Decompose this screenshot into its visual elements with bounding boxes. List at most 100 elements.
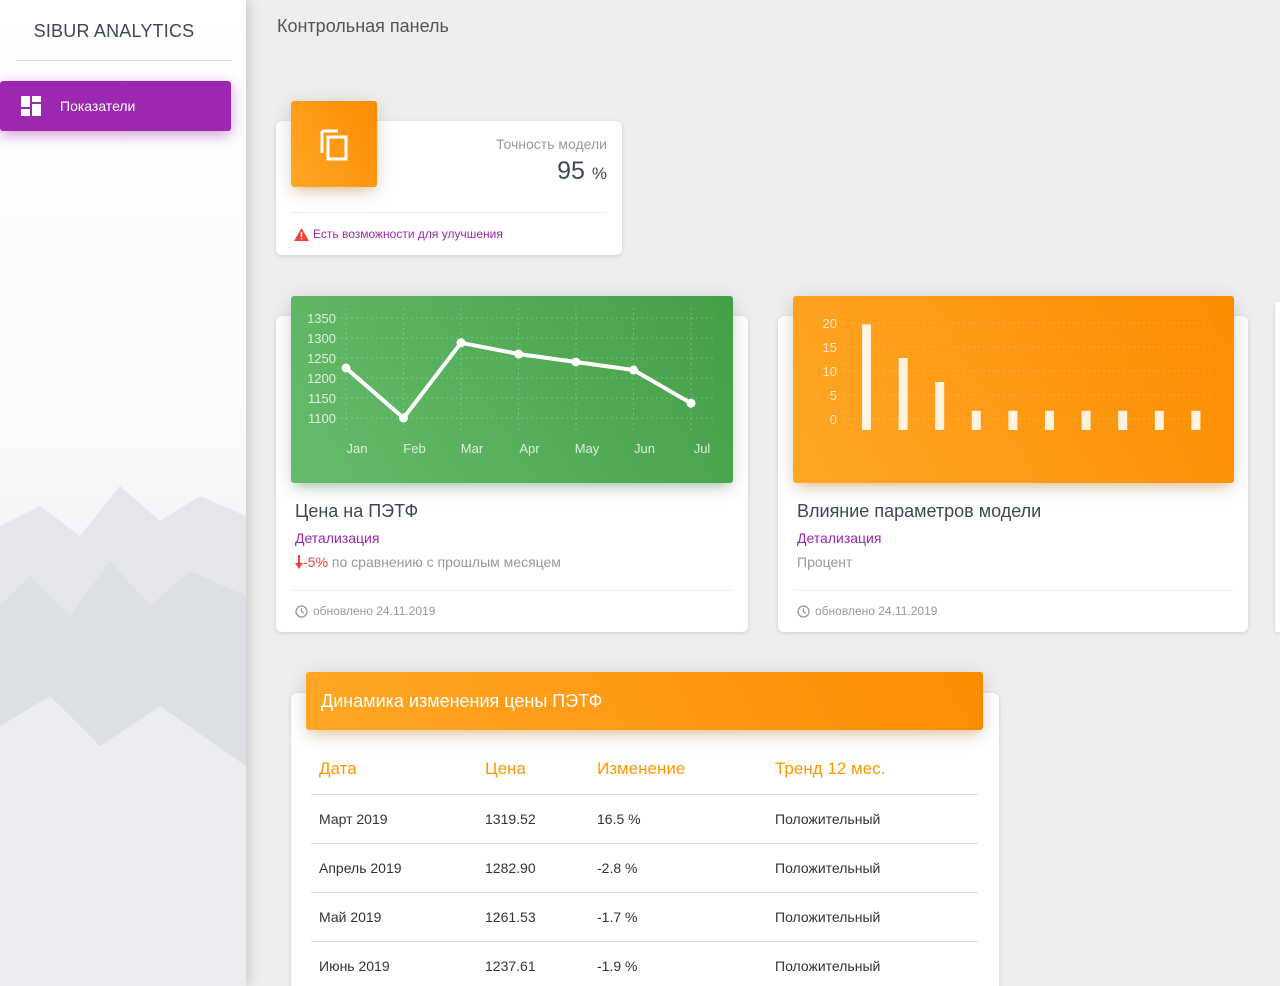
table-row: Март 2019 1319.52 16.5 % Положительный [311, 794, 978, 844]
table-cell: -1.9 % [589, 941, 767, 986]
sidebar-background-image [0, 486, 246, 986]
page-title[interactable]: Контрольная панель [277, 16, 449, 36]
y-tick-label: 15 [823, 340, 837, 355]
price-change-value: -5% [303, 554, 328, 570]
bar [898, 358, 908, 430]
table-cell: Положительный [767, 892, 978, 942]
price-updated-text: обновлено 24.11.2019 [313, 604, 436, 618]
arrow-down-icon [295, 555, 303, 569]
stat-value: 95 % [557, 157, 607, 186]
bar [1081, 410, 1091, 430]
warning-icon [294, 227, 309, 241]
copy-icon [320, 129, 348, 161]
params-subtitle: Процент [797, 554, 853, 570]
table-header-row: Дата Цена Изменение Тренд 12 мес. [311, 745, 978, 795]
table-cell: Май 2019 [311, 892, 477, 942]
table-row: Апрель 2019 1282.90 -2.8 % Положительный [311, 843, 978, 893]
stat-number: 95 [557, 157, 585, 185]
table-cell: Апрель 2019 [311, 843, 477, 893]
brand-divider [16, 60, 232, 61]
stat-footer-text: Есть возможности для улучшения [313, 227, 503, 241]
bar [1008, 410, 1018, 430]
price-card-title: Цена на ПЭТФ [295, 501, 419, 521]
column-header: Тренд 12 мес. [767, 745, 978, 795]
price-details-link[interactable]: Детализация [295, 530, 380, 546]
y-tick-label: 10 [823, 364, 837, 379]
bar [1191, 410, 1201, 430]
stat-label: Точность модели [496, 136, 607, 152]
sidebar-item-indicators[interactable]: Показатели [0, 81, 231, 131]
table-cell: 16.5 % [589, 794, 767, 844]
data-point [686, 398, 696, 408]
table-row: Май 2019 1261.53 -1.7 % Положительный [311, 892, 978, 942]
y-tick-label: 20 [823, 316, 837, 331]
data-point [341, 363, 351, 373]
bar-chart-svg: 0 5 10 15 20 [823, 316, 1213, 430]
table-cell: -2.8 % [589, 843, 767, 893]
x-tick-label: Feb [403, 441, 425, 456]
price-change-text: -5% по сравнению с прошлым месяцем [295, 554, 561, 570]
y-tick-label: 1100 [308, 411, 336, 426]
bar [935, 382, 945, 430]
stat-divider [291, 212, 607, 213]
x-tick-label: Jul [694, 441, 711, 456]
params-bar-chart: 0 5 10 15 20 [793, 296, 1234, 483]
table-cell: 1261.53 [477, 892, 589, 942]
table-cell: 1237.61 [477, 941, 589, 986]
stat-footer[interactable]: Есть возможности для улучшения [294, 227, 503, 241]
column-header: Дата [311, 745, 477, 795]
bar [1154, 410, 1164, 430]
data-point [629, 365, 638, 375]
table-cell: Положительный [767, 794, 978, 844]
table-cell: Положительный [767, 843, 978, 893]
data-point [399, 413, 408, 423]
price-line-chart: 1100 1150 1200 1250 1300 1350 Jan Feb Mar Apr May J… [291, 296, 733, 483]
params-updated: обновлено 24.11.2019 [797, 604, 937, 618]
table-cell: Март 2019 [311, 794, 477, 844]
table-cell: Положительный [767, 941, 978, 986]
clock-icon [295, 604, 308, 618]
next-card-edge [1275, 302, 1280, 632]
table-card-title: Динамика изменения цены ПЭТФ [306, 672, 983, 730]
params-card-title: Влияние параметров модели [797, 501, 1042, 521]
bar [971, 410, 981, 430]
y-tick-label: 1250 [307, 351, 336, 366]
y-tick-label: 1200 [307, 371, 336, 386]
data-point [456, 338, 466, 348]
data-point [514, 349, 523, 359]
price-card-divider [291, 590, 733, 591]
bar [1118, 410, 1128, 430]
price-updated: обновлено 24.11.2019 [295, 604, 435, 618]
y-tick-label: 0 [830, 412, 837, 427]
sidebar-item-label: Показатели [60, 98, 136, 114]
stat-icon-box [291, 101, 377, 187]
table-cell: -1.7 % [589, 892, 767, 942]
x-tick-label: Jun [634, 441, 655, 456]
params-card-divider [793, 590, 1233, 591]
y-tick-label: 1350 [307, 311, 336, 326]
table-cell: 1282.90 [477, 843, 589, 893]
x-tick-label: Mar [461, 441, 484, 456]
price-change-caption: по сравнению с прошлым месяцем [331, 554, 561, 570]
model-accuracy-card: Точность модели 95 % Есть возможности дл… [276, 121, 622, 255]
dashboard-icon [21, 96, 41, 116]
stat-unit: % [591, 164, 607, 183]
column-header: Цена [477, 745, 589, 795]
params-details-link[interactable]: Детализация [797, 530, 882, 546]
table-cell: 1319.52 [477, 794, 589, 844]
params-updated-text: обновлено 24.11.2019 [815, 604, 938, 618]
y-tick-label: 1150 [308, 391, 336, 406]
bar [1045, 410, 1054, 430]
sidebar: SIBUR ANALYTICS Показатели [0, 0, 246, 986]
y-tick-label: 1300 [307, 331, 336, 346]
price-dynamics-table: Дата Цена Изменение Тренд 12 мес. Март 2… [311, 745, 978, 986]
table-cell: Июнь 2019 [311, 941, 477, 986]
x-tick-label: Apr [519, 441, 540, 456]
column-header: Изменение [589, 745, 767, 795]
brand-logo[interactable]: SIBUR ANALYTICS [33, 20, 195, 41]
line-chart-svg: 1100 1150 1200 1250 1300 1350 Jan Feb Mar Apr May J… [307, 308, 713, 456]
clock-icon [797, 604, 810, 618]
bar [862, 324, 871, 430]
y-tick-label: 5 [830, 388, 837, 403]
x-tick-label: Jan [347, 441, 368, 456]
